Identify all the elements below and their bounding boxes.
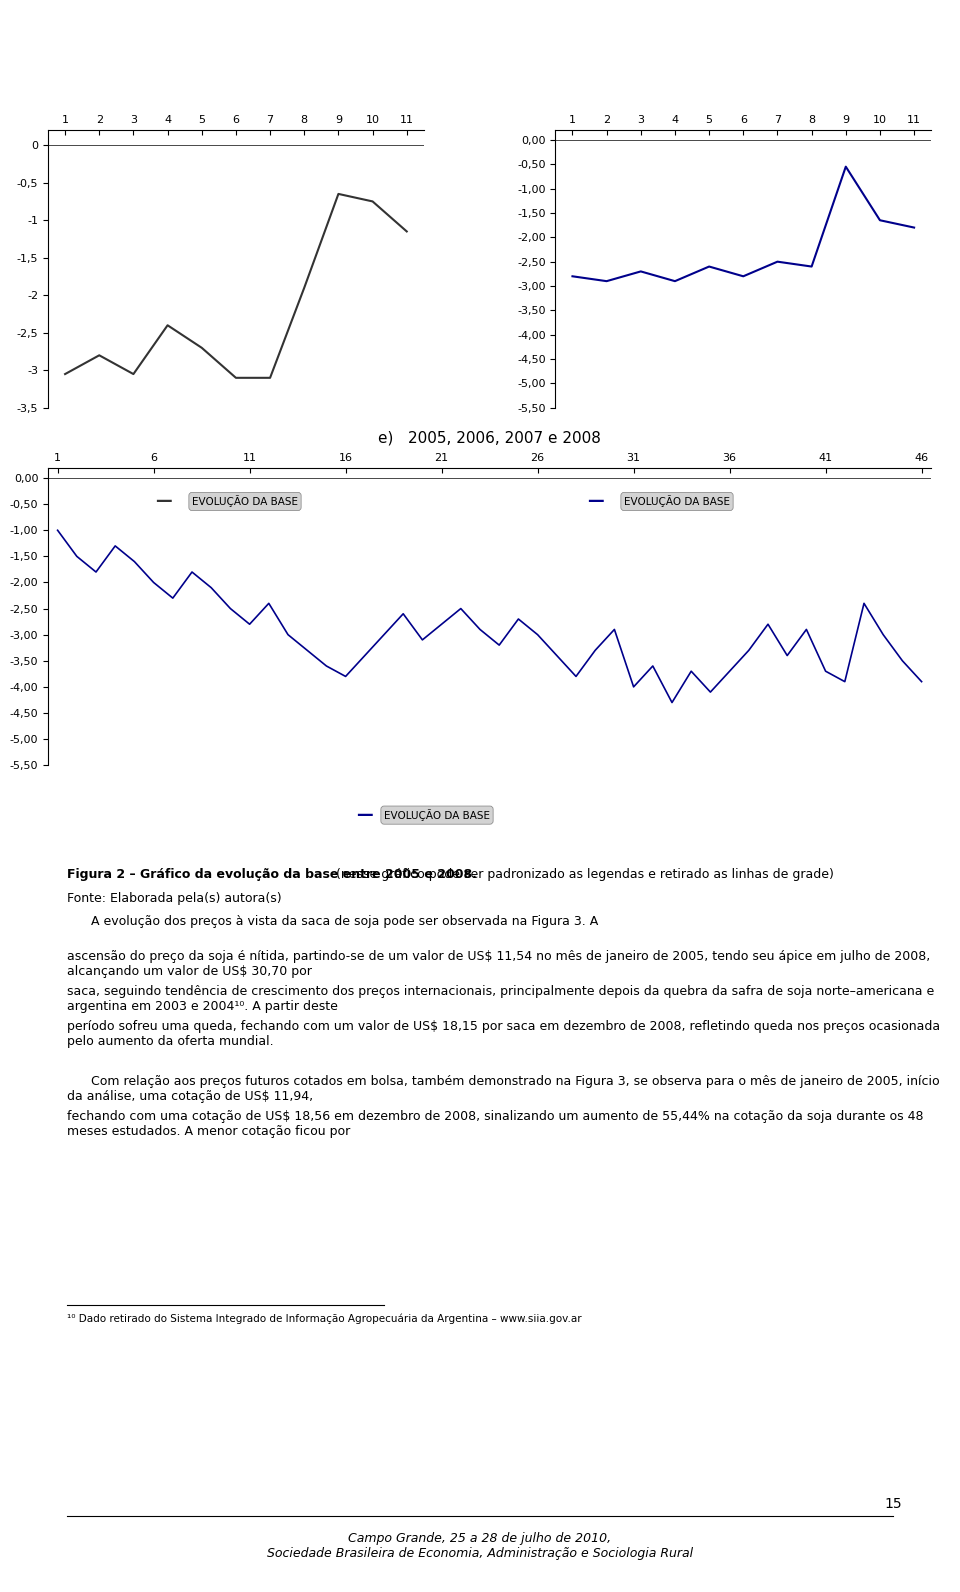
Text: Fonte: Elaborada pela(s) autora(s): Fonte: Elaborada pela(s) autora(s): [67, 892, 282, 904]
Text: saca, seguindo tendência de crescimento dos preços internacionais, principalment: saca, seguindo tendência de crescimento …: [67, 985, 934, 1014]
Text: EVOLUÇÃO DA BASE: EVOLUÇÃO DA BASE: [624, 495, 730, 508]
Text: —: —: [155, 492, 172, 511]
Text: EVOLUÇÃO DA BASE: EVOLUÇÃO DA BASE: [192, 495, 298, 508]
Text: ascensão do preço da soja é nítida, partindo-se de um valor de US$ 11,54 no mês : ascensão do preço da soja é nítida, part…: [67, 950, 930, 979]
Text: Com relação aos preços futuros cotados em bolsa, também demonstrado na Figura 3,: Com relação aos preços futuros cotados e…: [67, 1075, 940, 1103]
Text: ¹⁰ Dado retirado do Sistema Integrado de Informação Agropecuária da Argentina – : ¹⁰ Dado retirado do Sistema Integrado de…: [67, 1313, 582, 1325]
Text: —: —: [587, 492, 604, 511]
Text: e)   2005, 2006, 2007 e 2008: e) 2005, 2006, 2007 e 2008: [378, 430, 601, 446]
Text: 48° CONGRESSO SOBER: 48° CONGRESSO SOBER: [360, 56, 619, 75]
Text: (nesse gráfico pode ser padronizado as legendas e retirado as linhas de grade): (nesse gráfico pode ser padronizado as l…: [336, 868, 834, 880]
Text: EVOLUÇÃO DA BASE: EVOLUÇÃO DA BASE: [384, 809, 490, 821]
Text: —: —: [356, 806, 373, 825]
Text: 15: 15: [884, 1498, 901, 1511]
Text: fechando com uma cotação de US$ 18,56 em dezembro de 2008, sinalizando um aument: fechando com uma cotação de US$ 18,56 em…: [67, 1110, 924, 1138]
Text: Campo Grande, 25 a 28 de julho de 2010,
Sociedade Brasileira de Economia, Admini: Campo Grande, 25 a 28 de julho de 2010, …: [267, 1532, 693, 1560]
Text: Figura 2 – Gráfico da evolução da base entre 2005 e 2008.: Figura 2 – Gráfico da evolução da base e…: [67, 868, 477, 880]
Text: período sofreu uma queda, fechando com um valor de US$ 18,15 por saca em dezembr: período sofreu uma queda, fechando com u…: [67, 1020, 941, 1049]
Text: A evolução dos preços à vista da saca de soja pode ser observada na Figura 3. A: A evolução dos preços à vista da saca de…: [67, 915, 598, 928]
